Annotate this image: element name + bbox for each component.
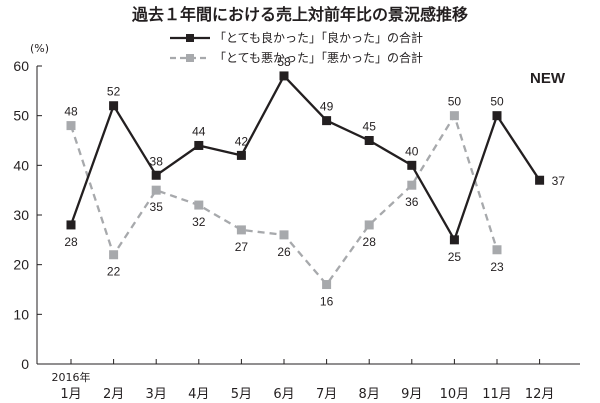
data-point-bad (279, 230, 289, 240)
data-label-good: 40 (405, 144, 419, 158)
data-point-bad (364, 220, 374, 230)
data-label-good: 25 (448, 250, 462, 264)
x-tick-label: 8月 (359, 387, 380, 402)
data-point-bad (66, 121, 76, 131)
data-point-bad (194, 200, 204, 210)
data-label-good: 49 (320, 100, 334, 114)
legend-item-good: 「とても良かった」「良かった」の合計 (170, 30, 423, 45)
data-point-good (535, 175, 545, 185)
data-label-good: 50 (490, 95, 504, 109)
x-tick-label: 4月 (188, 387, 209, 402)
data-label-bad: 27 (235, 240, 249, 254)
data-label-good: 44 (192, 124, 206, 138)
data-label-bad: 50 (448, 95, 462, 109)
data-label-good: 45 (363, 120, 377, 134)
data-label-bad: 16 (320, 295, 334, 309)
data-point-good (151, 170, 161, 180)
data-point-bad (151, 185, 161, 195)
y-tick-label: 10 (13, 306, 29, 322)
data-label-good: 52 (107, 85, 121, 99)
x-tick-label: 3月 (146, 387, 167, 402)
data-label-bad: 32 (192, 215, 206, 229)
x-tick-label: 7月 (316, 387, 337, 402)
legend: 「とても良かった」「良かった」の合計 「とても悪かった」「悪かった」の合計 (170, 30, 423, 65)
y-tick-label: 60 (13, 58, 29, 74)
data-label-bad: 26 (277, 245, 291, 259)
data-label-bad: 35 (150, 200, 164, 214)
data-point-good (492, 111, 502, 121)
data-label-good: 58 (277, 55, 291, 69)
y-tick-label: 20 (13, 257, 29, 273)
data-point-good (109, 101, 119, 111)
x-tick-label: 10月 (440, 387, 470, 402)
data-label-good: 42 (235, 134, 249, 148)
data-label-good: 28 (64, 235, 78, 249)
data-point-bad (449, 111, 459, 121)
data-point-good (279, 71, 289, 81)
x-tick-label: 11月 (482, 387, 512, 402)
data-label-bad: 28 (363, 235, 377, 249)
x-tick-label: 1月 (60, 387, 81, 402)
data-point-good (407, 160, 417, 170)
legend-label-bad: 「とても悪かった」「悪かった」の合計 (214, 50, 423, 65)
y-axis-unit: (%) (30, 42, 49, 55)
data-point-good (449, 235, 459, 245)
x-tick-label: 9月 (401, 387, 422, 402)
data-point-bad (407, 180, 417, 190)
legend-marker-bad (186, 54, 194, 62)
data-label-bad: 48 (64, 105, 78, 119)
legend-marker-good (186, 34, 194, 42)
series-layer (66, 71, 545, 290)
y-tick-label: 0 (21, 356, 29, 372)
data-point-bad (109, 250, 119, 260)
legend-item-bad: 「とても悪かった」「悪かった」の合計 (170, 50, 423, 65)
x-tick-label: 12月 (525, 387, 555, 402)
x-tick-label: 5月 (231, 387, 252, 402)
y-tick-label: 50 (13, 108, 29, 124)
axes: 0 10 20 30 40 50 60 1月 2月 3月 4月 5月 6月 7月 8月 9月 10月 11月 12月… (13, 58, 580, 402)
data-point-good (322, 116, 332, 126)
data-point-good (364, 136, 374, 145)
data-point-bad (322, 280, 332, 290)
data-point-bad (492, 245, 502, 255)
year-label: 2016年 (52, 370, 91, 384)
data-point-bad (236, 225, 246, 235)
data-label-good: 38 (150, 154, 164, 168)
x-tick-label: 6月 (273, 387, 294, 402)
data-label-bad: 22 (107, 265, 121, 279)
data-labels: 28 52 38 44 42 58 49 45 40 25 50 37 48 22 35 32 27 26 16 28… (64, 55, 565, 309)
legend-label-good: 「とても良かった」「良かった」の合計 (214, 30, 423, 45)
data-label-good: 37 (552, 174, 566, 188)
series-line-good (69, 74, 541, 241)
y-tick-label: 40 (13, 157, 29, 173)
data-point-good (66, 220, 76, 230)
new-badge: NEW (530, 70, 566, 87)
data-point-good (194, 140, 204, 150)
data-label-bad: 23 (490, 260, 504, 274)
data-label-bad: 36 (405, 195, 419, 209)
data-point-good (236, 150, 246, 160)
chart-title: 過去１年間における売上対前年比の景況感推移 (131, 5, 468, 24)
x-tick-label: 2月 (103, 387, 124, 402)
y-tick-label: 30 (13, 207, 29, 223)
